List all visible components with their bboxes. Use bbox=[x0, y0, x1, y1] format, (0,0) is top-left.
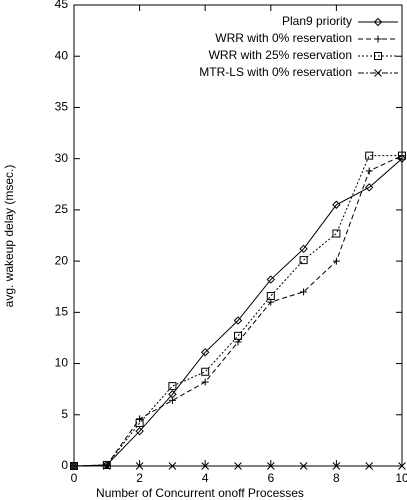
y-axis-label: avg. wakeup delay (msec.) bbox=[2, 165, 16, 308]
marker bbox=[201, 378, 209, 386]
y-tick-label: 30 bbox=[55, 151, 69, 165]
legend-label: WRR with 25% reservation bbox=[209, 48, 352, 62]
marker bbox=[135, 418, 144, 427]
series-line bbox=[73, 158, 403, 467]
marker bbox=[299, 256, 308, 265]
marker bbox=[299, 244, 308, 254]
marker bbox=[397, 154, 407, 163]
marker bbox=[332, 229, 341, 238]
legend-label: WRR with 0% reservation bbox=[215, 31, 352, 45]
series-line bbox=[73, 155, 403, 467]
marker bbox=[135, 426, 144, 436]
y-tick-label: 0 bbox=[61, 458, 68, 472]
x-tick-label: 4 bbox=[202, 471, 209, 485]
marker bbox=[201, 462, 210, 470]
marker bbox=[233, 316, 243, 325]
legend-label: MTR-LS with 0% reservation bbox=[199, 65, 352, 79]
marker bbox=[201, 367, 210, 376]
series-line bbox=[73, 155, 402, 467]
legend-marker bbox=[374, 69, 382, 77]
marker bbox=[398, 151, 406, 160]
x-tick-label: 10 bbox=[395, 471, 407, 485]
marker bbox=[168, 396, 176, 404]
marker bbox=[364, 183, 374, 192]
x-axis-label: Number of Concurrent onoff Processes bbox=[96, 486, 304, 500]
marker bbox=[70, 462, 78, 470]
legend-marker bbox=[374, 35, 382, 43]
marker bbox=[332, 257, 340, 265]
y-tick-label: 40 bbox=[55, 48, 69, 62]
y-tick-label: 15 bbox=[55, 305, 69, 319]
x-tick-label: 6 bbox=[267, 471, 274, 485]
y-tick-label: 25 bbox=[55, 202, 69, 216]
x-tick-label: 2 bbox=[136, 471, 143, 485]
legend-marker bbox=[373, 17, 383, 27]
marker bbox=[398, 462, 406, 470]
marker bbox=[266, 291, 275, 300]
marker bbox=[266, 275, 276, 284]
legend-label: Plan9 priority bbox=[282, 14, 352, 28]
marker bbox=[234, 331, 242, 340]
y-tick-label: 35 bbox=[55, 100, 69, 114]
marker bbox=[300, 288, 308, 296]
marker bbox=[136, 415, 144, 423]
y-tick-label: 5 bbox=[61, 407, 68, 421]
y-tick-label: 10 bbox=[55, 356, 69, 370]
marker bbox=[365, 151, 374, 160]
x-tick-label: 8 bbox=[333, 471, 340, 485]
y-tick-label: 45 bbox=[55, 0, 69, 11]
legend-marker bbox=[374, 52, 382, 60]
marker bbox=[234, 462, 242, 470]
marker bbox=[266, 462, 275, 470]
marker bbox=[365, 167, 373, 175]
marker bbox=[168, 462, 177, 470]
marker bbox=[332, 462, 341, 470]
marker bbox=[299, 462, 308, 470]
marker bbox=[102, 462, 111, 470]
marker bbox=[168, 382, 177, 391]
marker bbox=[332, 200, 341, 209]
marker bbox=[365, 462, 374, 470]
x-tick-label: 0 bbox=[71, 471, 78, 485]
marker bbox=[200, 348, 210, 357]
marker bbox=[135, 462, 144, 470]
y-tick-label: 20 bbox=[55, 253, 69, 267]
